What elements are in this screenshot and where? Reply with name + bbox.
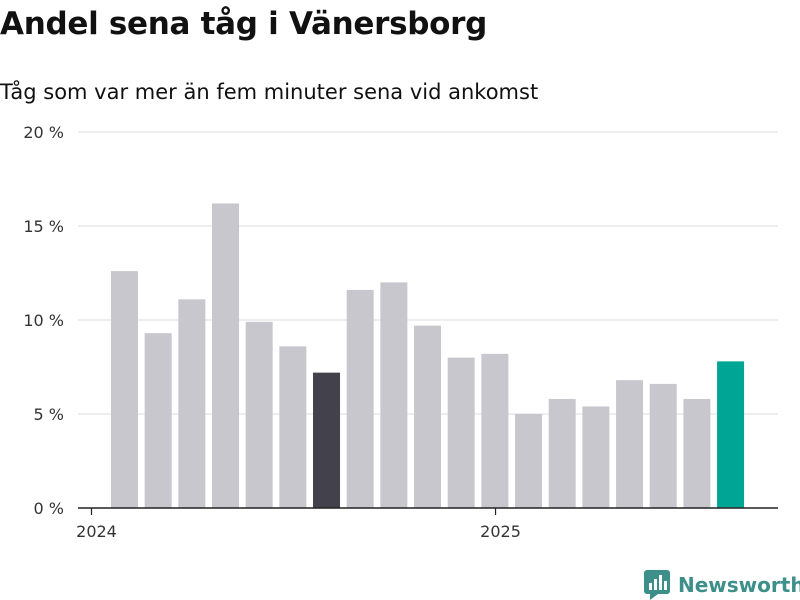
y-tick-label: 5 % xyxy=(34,405,64,424)
brand-logo: Newsworthy xyxy=(644,570,800,600)
bar xyxy=(111,271,138,508)
bar xyxy=(178,299,206,508)
bar-chart-speech-icon xyxy=(644,570,670,600)
y-axis-labels: 0 % 5 % 10 % 15 % 20 % xyxy=(23,123,64,518)
y-tick-label: 20 % xyxy=(23,123,64,142)
x-tick-label: 2025 xyxy=(480,522,521,541)
x-tick-label: 2024 xyxy=(76,522,117,541)
bar xyxy=(582,406,610,508)
y-tick-label: 15 % xyxy=(23,217,64,236)
bar xyxy=(447,357,475,508)
bar xyxy=(245,321,273,508)
bar xyxy=(212,203,240,508)
chart-subtitle: Tåg som var mer än fem minuter sena vid … xyxy=(0,80,539,104)
bar xyxy=(548,398,576,508)
bar xyxy=(683,398,711,508)
y-tick-label: 10 % xyxy=(23,311,64,330)
brand-name: Newsworthy xyxy=(678,573,800,597)
bar xyxy=(144,333,172,508)
bar xyxy=(616,380,644,508)
x-axis: 2024 2025 xyxy=(76,507,778,541)
bar xyxy=(717,361,745,508)
bar xyxy=(515,414,543,508)
bar xyxy=(313,372,341,508)
bar xyxy=(380,282,408,508)
bar xyxy=(279,346,307,508)
bar xyxy=(346,289,374,508)
chart-title: Andel sena tåg i Vänersborg xyxy=(0,6,488,42)
bars xyxy=(111,203,745,508)
bar xyxy=(481,353,509,508)
bar xyxy=(649,383,677,508)
bar-chart: 0 % 5 % 10 % 15 % 20 % 2024 2025 xyxy=(23,123,778,541)
y-tick-label: 0 % xyxy=(34,499,64,518)
bar xyxy=(414,325,442,508)
